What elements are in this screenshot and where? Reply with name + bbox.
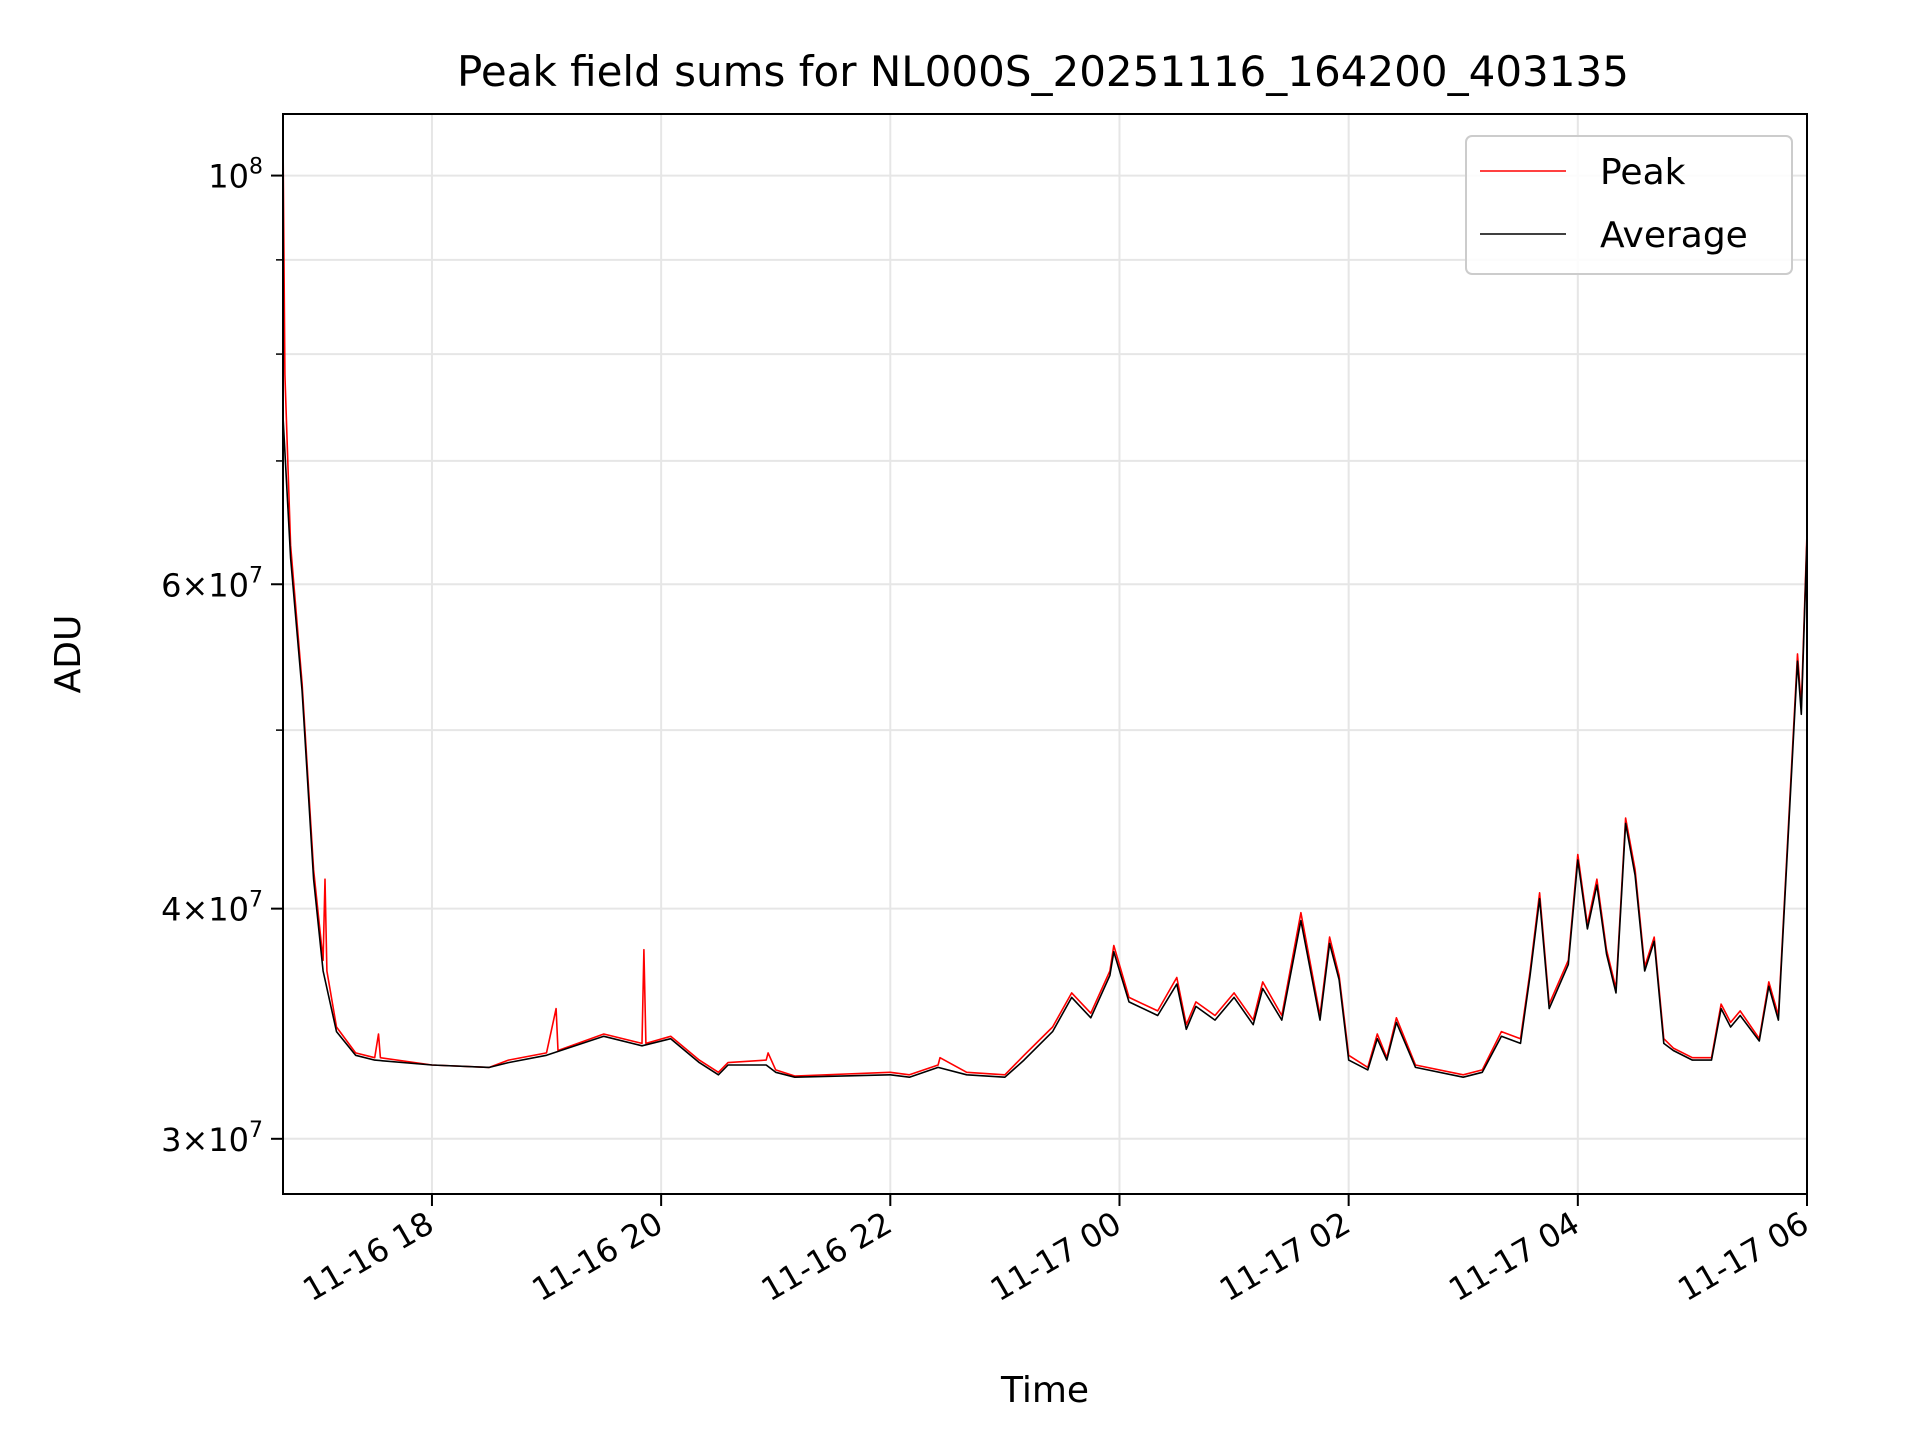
y-axis: 3×107 4×107 6×107 108 <box>161 155 283 1159</box>
y-tick-label: 3×107 <box>161 1118 263 1159</box>
series-line-average <box>282 416 1808 1078</box>
legend-label-average: Average <box>1600 215 1748 256</box>
chart-title: Peak field sums for NL000S_20251116_1642… <box>457 47 1629 96</box>
y-tick-label: 6×107 <box>161 563 263 604</box>
y-tick-label: 4×107 <box>161 888 263 929</box>
y-axis-label: ADU <box>48 615 89 694</box>
series-layer <box>282 136 1808 1078</box>
y-tick-label: 108 <box>208 155 263 196</box>
legend-label-peak: Peak <box>1600 152 1686 193</box>
series-line-peak <box>282 136 1808 1077</box>
plot-frame <box>282 113 1808 1195</box>
x-axis-label: Time <box>1000 1370 1089 1411</box>
legend: Peak Average <box>1465 135 1793 275</box>
